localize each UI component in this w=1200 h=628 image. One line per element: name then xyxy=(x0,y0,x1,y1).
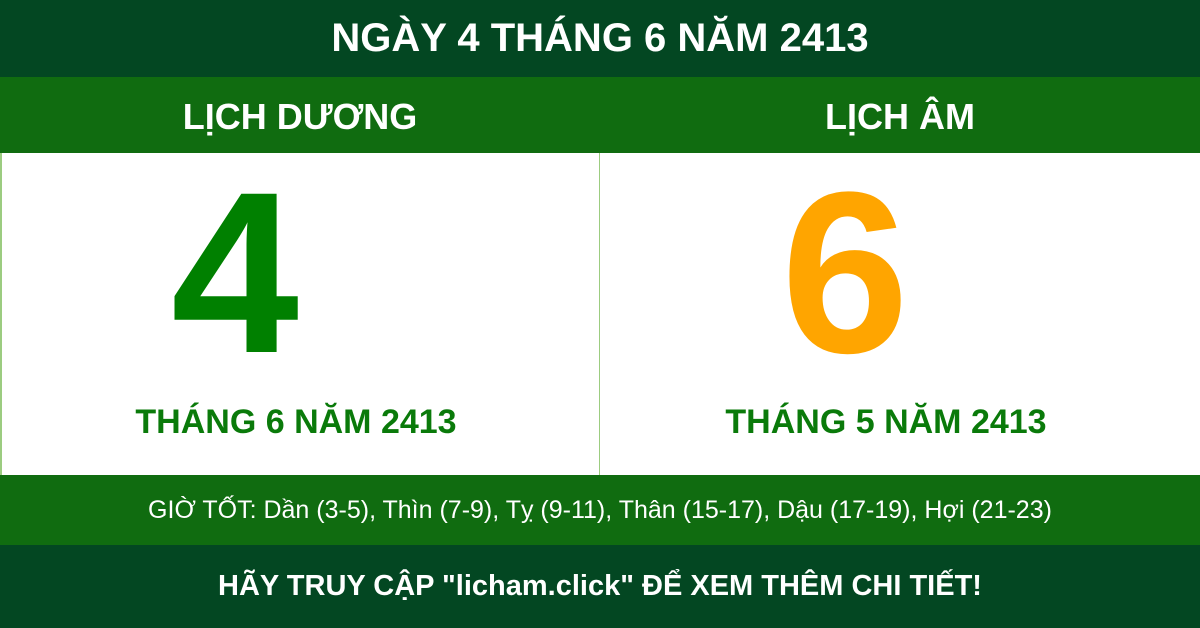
solar-label: LỊCH DƯƠNG xyxy=(182,96,418,137)
page-title: NGÀY 4 THÁNG 6 NĂM 2413 xyxy=(0,0,1200,77)
footer-cta: HÃY TRUY CẬP "licham.click" ĐỂ XEM THÊM … xyxy=(0,545,1200,628)
lunar-month-year: THÁNG 5 NĂM 2413 xyxy=(725,403,1047,441)
lunar-label: LỊCH ÂM xyxy=(825,96,975,137)
solar-day: 4 xyxy=(171,144,299,401)
lunar-day: 6 xyxy=(781,144,909,401)
divider xyxy=(599,153,600,475)
column-headers: LỊCH DƯƠNG LỊCH ÂM xyxy=(0,77,1200,153)
calendar-body xyxy=(0,153,1200,475)
good-hours: GIỜ TỐT: Dần (3-5), Thìn (7-9), Tỵ (9-11… xyxy=(0,475,1200,545)
solar-month-year: THÁNG 6 NĂM 2413 xyxy=(135,403,457,441)
